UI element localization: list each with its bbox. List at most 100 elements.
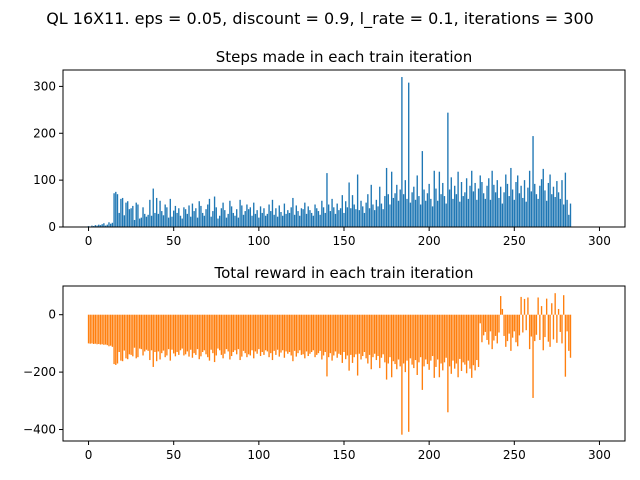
chart-reward-bar xyxy=(454,314,456,369)
chart-steps-bar xyxy=(447,112,449,227)
chart-reward-bar xyxy=(425,314,427,360)
chart-steps-bar xyxy=(481,182,483,227)
chart-steps-bar xyxy=(222,202,224,227)
chart-reward-bar xyxy=(297,314,299,354)
chart-reward-bar xyxy=(287,314,289,354)
chart-steps-bar xyxy=(327,204,330,227)
chart-steps-bar xyxy=(382,209,384,227)
chart-steps-bar xyxy=(508,196,510,227)
chart-reward-bar xyxy=(290,314,292,356)
chart-reward-bar xyxy=(219,314,221,351)
chart-steps-bar xyxy=(457,171,459,227)
chart-steps-bar xyxy=(203,215,206,227)
chart-reward-bar xyxy=(563,295,565,315)
chart-steps-bar xyxy=(515,182,517,227)
chart-reward-bar xyxy=(253,314,255,359)
chart-reward-bar xyxy=(440,314,442,364)
chart-steps-bar xyxy=(401,77,403,227)
chart-steps-bar xyxy=(280,212,282,227)
chart-reward-bar xyxy=(375,314,378,361)
chart-steps-bar xyxy=(471,170,473,227)
chart-steps-bar xyxy=(462,196,464,227)
chart-steps-ytick-label: 200 xyxy=(33,126,56,140)
chart-reward-bar xyxy=(242,314,245,351)
chart-reward-xtick-label: 250 xyxy=(503,448,526,462)
chart-steps-bar xyxy=(268,204,270,227)
chart-reward-bar xyxy=(418,314,420,363)
chart-steps-bar xyxy=(169,198,171,227)
chart-reward-bar xyxy=(377,314,379,357)
chart-reward-bar xyxy=(193,314,195,354)
chart-steps-bar xyxy=(362,206,364,227)
chart-steps-bar xyxy=(152,188,154,227)
chart-steps-bar xyxy=(510,167,512,227)
chart-steps-bar xyxy=(133,219,136,227)
chart-reward-bar xyxy=(380,314,383,358)
chart-steps-bar xyxy=(474,182,476,227)
chart-reward-bar xyxy=(471,314,473,378)
chart-reward-bar xyxy=(152,314,154,367)
chart-steps-bar xyxy=(128,209,131,227)
chart-steps-bar xyxy=(188,205,190,227)
chart-reward-bar xyxy=(540,306,543,315)
chart-reward-bar xyxy=(229,314,231,360)
chart-steps-bar xyxy=(309,210,311,227)
chart-steps-bar xyxy=(363,212,366,227)
chart-reward-bar xyxy=(299,314,301,351)
chart-steps-bar xyxy=(445,203,447,227)
chart-reward-bar xyxy=(569,314,572,358)
chart-reward-bar xyxy=(322,314,325,356)
chart-steps-bar xyxy=(523,180,526,227)
chart-steps-bar xyxy=(155,197,158,227)
chart-reward-bar xyxy=(179,314,182,351)
chart-steps-bar xyxy=(517,175,519,227)
chart-reward-bar xyxy=(396,314,398,370)
chart-reward-bar xyxy=(319,314,321,351)
chart-reward-bar xyxy=(333,314,335,356)
chart-steps-bar xyxy=(425,200,427,227)
chart-steps-bar xyxy=(360,200,362,227)
chart-steps-bar xyxy=(489,199,492,227)
chart-steps-bar xyxy=(259,206,262,227)
chart-reward-bar xyxy=(554,293,556,315)
chart-reward-bar xyxy=(278,314,280,357)
chart-reward-bar xyxy=(568,314,570,351)
chart-steps-bar xyxy=(556,181,558,227)
chart-steps-bar xyxy=(506,183,509,227)
chart-reward-bar xyxy=(176,314,178,353)
chart-steps-bar xyxy=(201,212,204,227)
chart-steps-bar xyxy=(147,214,149,227)
chart-steps-bar xyxy=(503,192,505,227)
chart-steps-bar xyxy=(150,215,153,227)
chart-reward-bar xyxy=(486,314,488,340)
chart-reward-bar xyxy=(537,297,539,315)
chart-steps-bar xyxy=(358,210,361,227)
chart-steps-bar xyxy=(154,212,156,227)
chart-steps-bar xyxy=(230,206,233,227)
chart-reward-bar xyxy=(447,314,449,413)
chart-reward-bar xyxy=(140,314,143,350)
chart-reward-bar xyxy=(157,314,160,352)
chart-steps-bar xyxy=(500,186,502,227)
chart-reward-bar xyxy=(205,314,207,355)
chart-reward-bar xyxy=(477,314,480,367)
figure-suptitle: QL 16X11. eps = 0.05, discount = 0.9, l_… xyxy=(46,9,594,29)
chart-reward-bar xyxy=(379,314,381,369)
chart-reward-bar xyxy=(270,314,272,354)
chart-reward-bar xyxy=(557,308,560,315)
chart-reward-bar xyxy=(282,314,284,351)
chart-steps-xtick-label: 250 xyxy=(503,234,526,248)
chart-reward-bar xyxy=(345,314,347,360)
chart-steps-bar xyxy=(486,185,488,227)
chart-steps-bar xyxy=(392,197,395,227)
chart-steps-bar xyxy=(140,217,143,227)
chart-steps-bar xyxy=(113,193,115,227)
chart-reward-bar xyxy=(488,314,490,345)
chart-reward-bar xyxy=(413,314,415,369)
chart-steps-bar xyxy=(559,198,561,227)
chart-reward-bar xyxy=(220,314,223,355)
chart-steps-bar xyxy=(200,205,202,227)
chart-steps-bar xyxy=(212,211,214,227)
chart-reward-bar xyxy=(198,314,200,360)
chart-steps-bar xyxy=(207,204,209,227)
